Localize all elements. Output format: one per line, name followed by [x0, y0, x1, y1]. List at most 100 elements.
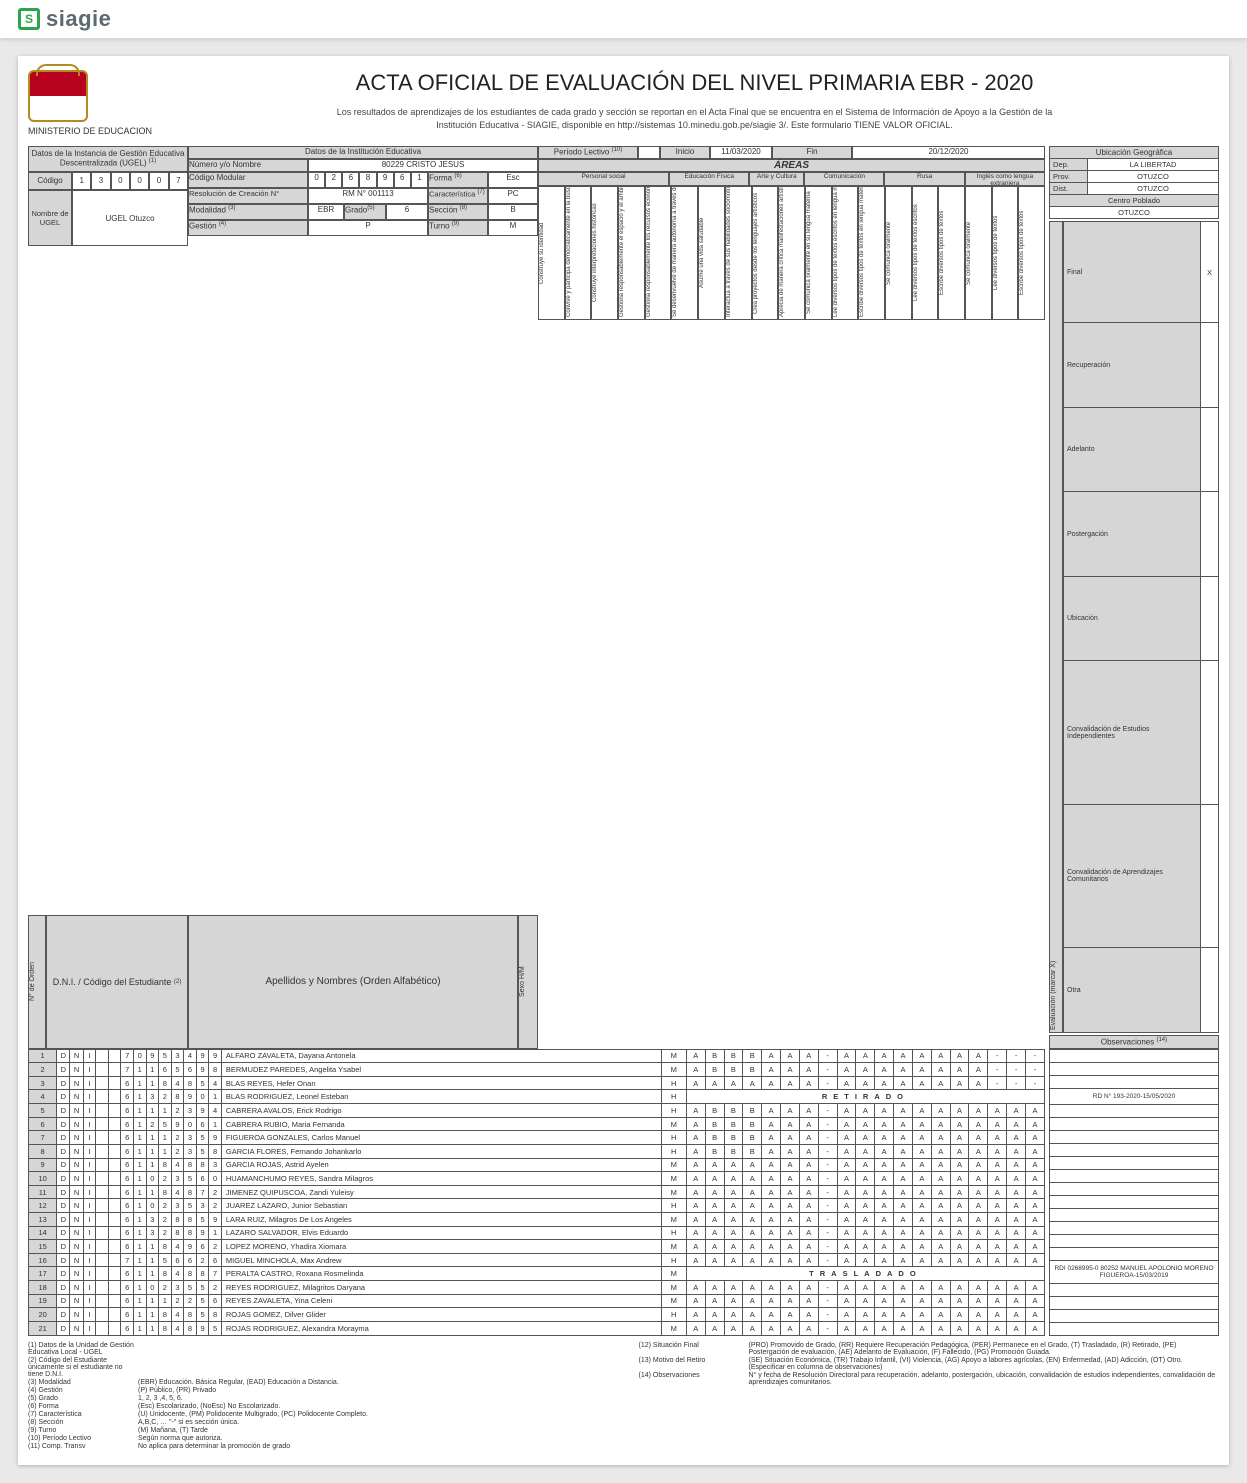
student-observation	[1050, 1062, 1219, 1075]
ugel-codigo-label: Código	[28, 172, 72, 190]
app-header: S siagie	[0, 0, 1247, 38]
student-observation: RDI 0268995-0 80252 MANUEL APOLONIO MORE…	[1050, 1260, 1219, 1283]
student-observation	[1050, 1130, 1219, 1143]
competencia-header: Interactúa a través de sus habilidades s…	[726, 187, 732, 319]
caract-value: PC	[488, 188, 538, 204]
eval-label: Convalidación de Aprendizajes Comunitari…	[1064, 804, 1201, 948]
competencia-header: Lee diversos tipos de textos	[993, 187, 999, 319]
student-row: 8DNI61112358GARCIA FLORES, Fernando Joha…	[29, 1144, 1045, 1158]
competencia-header: Aprecia de manera crítica manifestacione…	[779, 187, 785, 319]
student-row: 19DNI61112256REYES ZAVALETA, Yina Celeni…	[29, 1294, 1045, 1308]
student-observation	[1050, 1143, 1219, 1156]
student-name: CABRERA AVALOS, Erick Rodrigo	[221, 1104, 661, 1118]
student-name: ALFARO ZAVALETA, Dayana Antonela	[221, 1049, 661, 1063]
student-observation	[1050, 1049, 1219, 1062]
student-row: 20DNI61184858ROJAS GOMEZ, Dilver GliderH…	[29, 1308, 1045, 1322]
student-observation	[1050, 1182, 1219, 1195]
competencia-header: Asume una vida saludable	[699, 187, 705, 319]
col-orden: N° de Orden	[29, 916, 36, 1048]
eval-value	[1201, 948, 1219, 1033]
student-name: BLAS REYES, Hefer Onan	[221, 1076, 661, 1090]
competencia-header: Convive y participa democráticamente en …	[566, 187, 572, 319]
student-observation	[1050, 1234, 1219, 1247]
forma-value: Esc	[488, 172, 538, 188]
student-name: CABRERA RUBIO, Maria Fernanda	[221, 1117, 661, 1131]
student-observation	[1050, 1322, 1219, 1335]
student-observation	[1050, 1208, 1219, 1221]
footnote: (2) Código del Estudiante únicamente si …	[28, 1357, 609, 1378]
competencia-header: Crea proyectos desde los lenguajes artís…	[753, 187, 759, 319]
area-group: Personal social	[538, 172, 669, 186]
areas-label: ÁREAS	[538, 159, 1045, 172]
document-subtitle: Los resultados de aprendizajes de los es…	[335, 106, 1055, 131]
footnote: (12) Situación Final(PRO) Promovido de G…	[639, 1342, 1220, 1356]
competencia-header: Escribe diversos tipos de textos	[939, 187, 945, 319]
cod-mod-digit: 6	[342, 172, 359, 188]
student-observation	[1050, 1195, 1219, 1208]
student-observation	[1050, 1169, 1219, 1182]
footnote: (14) ObservacionesN° y fecha de Resoluci…	[639, 1372, 1220, 1386]
eval-value	[1201, 492, 1219, 576]
student-name: FIGUEROA GONZALES, Carlos Manuel	[221, 1131, 661, 1145]
col-sexo: Sexo H/M	[519, 916, 526, 1048]
footnote: (4) Gestión(P) Público, (PR) Privado	[28, 1387, 609, 1394]
student-name: GARCIA ROJAS, Astrid Ayelen	[221, 1158, 661, 1172]
student-row: 3DNI61184854BLAS REYES, Hefer OnanHAAAAA…	[29, 1076, 1045, 1090]
periodo-fin: 20/12/2020	[852, 146, 1045, 159]
area-group: Comunicación	[804, 172, 884, 186]
student-status: TRASLADADO	[686, 1267, 1044, 1281]
area-group-headers: Personal socialEducación FísicaArte y Cu…	[538, 172, 1045, 186]
eval-label: Recuperación	[1064, 323, 1201, 407]
competencia-header: Lee diversos tipos de textos escritos	[913, 187, 919, 319]
eval-side-label: Evaluación (marcar X)	[1050, 222, 1057, 1032]
competencia-header: Escribe diversos tipos de textos en leng…	[859, 187, 865, 319]
eval-value	[1201, 407, 1219, 491]
eval-value	[1201, 323, 1219, 407]
student-observation	[1050, 1117, 1219, 1130]
student-name: JUAREZ LAZARO, Junior Sebastian	[221, 1199, 661, 1213]
competencia-header: Gestiona responsablemente los recursos e…	[646, 187, 652, 319]
student-name: ROJAS RODRIGUEZ, Alexandra Morayma	[221, 1321, 661, 1335]
competencia-header: Lee diversos tipos de textos escritos en…	[833, 187, 839, 319]
student-status: RETIRADO	[686, 1090, 1044, 1104]
student-name: LOPEZ MORENO, Yhadira Xiomara	[221, 1240, 661, 1254]
student-row: 5DNI61112394CABRERA AVALOS, Erick Rodrig…	[29, 1104, 1045, 1118]
student-row: 18DNI61023552REYES RODRIGUEZ, Milagritos…	[29, 1281, 1045, 1295]
student-observation	[1050, 1221, 1219, 1234]
ugel-codigo-digit: 1	[72, 172, 91, 190]
resol-value: RM N° 001113	[308, 188, 428, 204]
student-observation	[1050, 1156, 1219, 1169]
student-name: MIGUEL MINCHOLA, Max Andrew	[221, 1253, 661, 1267]
area-group: Educación Física	[669, 172, 749, 186]
cod-mod-label: Código Modular	[188, 172, 308, 188]
ugel-codigo-cells: 130007	[72, 172, 188, 190]
student-name: REYES RODRIGUEZ, Milagritos Daryana	[221, 1281, 661, 1295]
ie-numero: 80229 CRISTO JESUS	[308, 159, 538, 172]
ugel-nombre: UGEL Otuzco	[72, 190, 188, 246]
ugel-codigo-digit: 0	[149, 172, 168, 190]
student-row: 11DNI61184872JIMENEZ QUIPUSCOA, Zandi Yu…	[29, 1185, 1045, 1199]
competencia-header: Se comunica oralmente	[886, 187, 892, 319]
student-row: 12DNI61023532JUAREZ LAZARO, Junior Sebas…	[29, 1199, 1045, 1213]
student-observation	[1050, 1247, 1219, 1260]
footnote: (10) Período LectivoSegún norma que auto…	[28, 1435, 609, 1442]
competencia-header: Construye interpretaciones históricas	[592, 187, 598, 319]
student-observation	[1050, 1104, 1219, 1117]
periodo-inicio: 11/03/2020	[710, 146, 772, 159]
student-row: 4DNI61328901BLAS RODRIGUEZ, Leonel Esteb…	[29, 1090, 1045, 1104]
competencia-header: Escribe diversos tipos de textos	[1019, 187, 1025, 319]
student-name: REYES ZAVALETA, Yina Celeni	[221, 1294, 661, 1308]
student-observation	[1050, 1296, 1219, 1309]
footnote: (8) SecciónA,B,C, … "-" si es sección ún…	[28, 1419, 609, 1426]
student-name: LAZARO SALVADOR, Elvis Eduardo	[221, 1226, 661, 1240]
coat-of-arms-icon	[28, 70, 88, 122]
student-observation	[1050, 1309, 1219, 1322]
footnote: (9) Turno(M) Mañana, (T) Tarde	[28, 1427, 609, 1434]
ugel-nombre-label: Nombre de UGEL	[28, 190, 72, 246]
document-title: ACTA OFICIAL DE EVALUACIÓN DEL NIVEL PRI…	[170, 70, 1219, 96]
student-name: BERMUDEZ PAREDES, Angelita Ysabel	[221, 1063, 661, 1077]
cod-mod-cells: 0268961	[308, 172, 428, 188]
student-row: 13DNI61328859LARA RUIZ, Milagros De Los …	[29, 1212, 1045, 1226]
competencias-headers: Construye su identidadConvive y particip…	[538, 186, 1045, 320]
observaciones-header: Observaciones (14)	[1049, 1035, 1219, 1049]
